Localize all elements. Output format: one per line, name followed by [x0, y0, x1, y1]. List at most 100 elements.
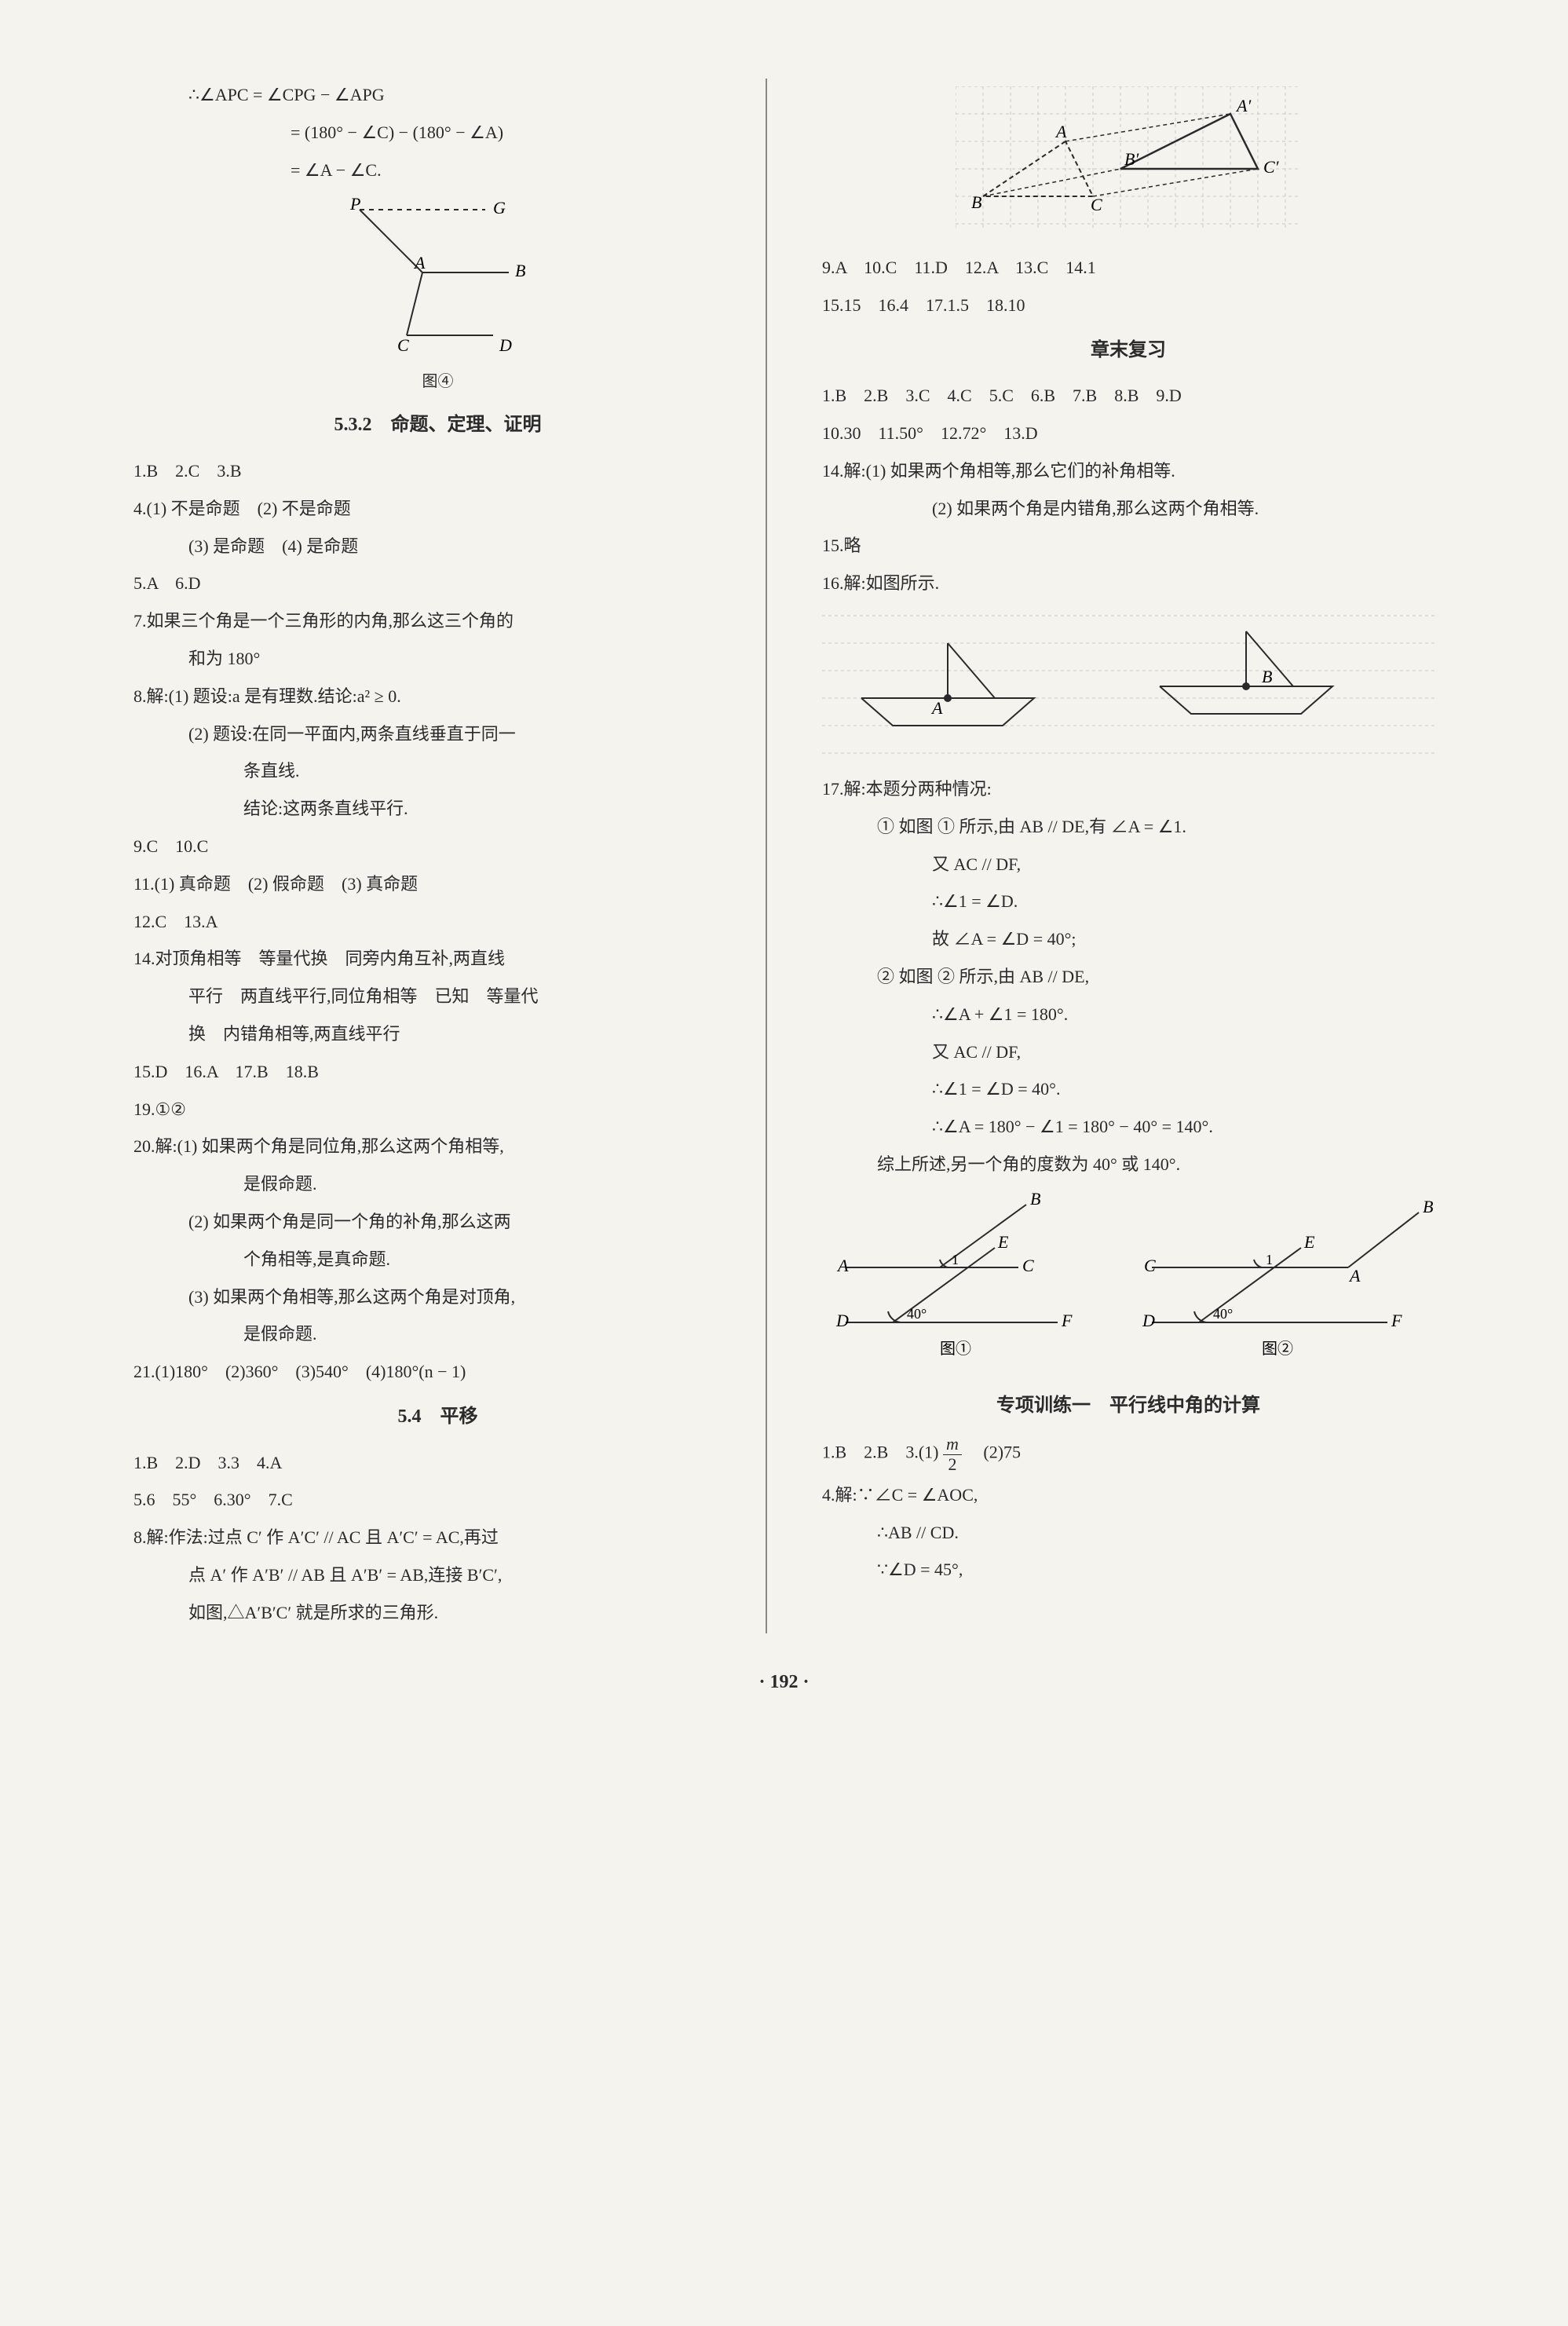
q17: ∴∠A + ∠1 = 180°.	[822, 998, 1435, 1031]
svg-text:A: A	[836, 1256, 849, 1275]
q4s: ∵∠D = 45°,	[822, 1553, 1435, 1586]
eq-line: = ∠A − ∠C.	[133, 154, 742, 187]
svg-text:A: A	[930, 698, 943, 718]
q20: 20.解:(1) 如果两个角是同位角,那么这两个角相等,	[133, 1130, 742, 1163]
two-column-layout: ∴∠APC = ∠CPG − ∠APG = (180° − ∠C) − (180…	[126, 79, 1442, 1633]
svg-text:C′: C′	[1263, 157, 1280, 177]
q17: ∴∠1 = ∠D = 40°.	[822, 1073, 1435, 1106]
svg-text:B: B	[971, 192, 981, 212]
q14r: 14.解:(1) 如果两个角相等,那么它们的补角相等.	[822, 455, 1435, 488]
q15r: 15.略	[822, 529, 1435, 562]
q17: ∴∠A = 180° − ∠1 = 180° − 40° = 140°.	[822, 1110, 1435, 1143]
fig4-caption: 图④	[133, 367, 742, 397]
q17: 又 AC // DF,	[822, 1036, 1435, 1069]
section-special-title: 专项训练一 平行线中角的计算	[822, 1388, 1435, 1424]
q17: 故 ∠A = ∠D = 40°;	[822, 923, 1435, 956]
q7: 7.如果三个角是一个三角形的内角,那么这三个角的	[133, 605, 742, 638]
svg-text:B′: B′	[1124, 149, 1139, 169]
q14: 换 内错角相等,两直线平行	[133, 1018, 742, 1051]
q4-2: (3) 是命题 (4) 是命题	[133, 530, 742, 563]
q8t: 8.解:作法:过点 C′ 作 A′C′ // AC 且 A′C′ = AC,再过	[133, 1521, 742, 1554]
answer-row: 12.C 13.A	[133, 905, 742, 938]
q20: (2) 如果两个角是同一个角的补角,那么这两	[133, 1205, 742, 1238]
section-532-title: 5.3.2 命题、定理、证明	[133, 408, 742, 444]
boat-translation-figure: A B	[822, 608, 1435, 765]
right-column: A B C A′ B′ C′ 9.A 10.C 11.D 12.A 13.C 1…	[799, 79, 1442, 1633]
q20: 是假命题.	[133, 1168, 742, 1201]
q16r: 16.解:如图所示.	[822, 567, 1435, 600]
svg-text:F: F	[1391, 1311, 1402, 1330]
answer-row: 15.D 16.A 17.B 18.B	[133, 1055, 742, 1088]
fraction-m-over-2: m 2	[943, 1435, 962, 1473]
q20: 是假命题.	[133, 1318, 742, 1351]
svg-text:B: B	[1262, 667, 1272, 686]
svg-text:B: B	[1030, 1189, 1040, 1209]
svg-text:A: A	[1348, 1266, 1361, 1286]
eq-line: = (180° − ∠C) − (180° − ∠A)	[133, 116, 742, 149]
q14r: (2) 如果两个角是内错角,那么这两个角相等.	[822, 492, 1435, 525]
q4s: ∴AB // CD.	[822, 1516, 1435, 1549]
svg-text:1: 1	[952, 1252, 959, 1267]
q4-1: 4.(1) 不是命题 (2) 不是命题	[133, 492, 742, 525]
q21: 21.(1)180° (2)360° (3)540° (4)180°(n − 1…	[133, 1355, 742, 1388]
parallel-lines-figure: A C B E D F 40° 1 图① C A B E D F 40	[822, 1189, 1435, 1377]
svg-text:A: A	[1054, 122, 1067, 141]
svg-text:C: C	[397, 335, 409, 355]
q8: 8.解:(1) 题设:a 是有理数.结论:a² ≥ 0.	[133, 680, 742, 713]
answer-row: 5.6 55° 6.30° 7.C	[133, 1483, 742, 1516]
svg-text:C: C	[1022, 1256, 1034, 1275]
svg-text:1: 1	[1266, 1252, 1273, 1267]
answer-row-special: 1.B 2.B 3.(1) m 2 (2)75	[822, 1435, 1435, 1473]
svg-text:A′: A′	[1235, 96, 1252, 115]
svg-text:F: F	[1061, 1311, 1073, 1330]
left-column: ∴∠APC = ∠CPG − ∠APG = (180° − ∠C) − (180…	[126, 79, 767, 1633]
q17: 又 AC // DF,	[822, 848, 1435, 881]
q20: (3) 如果两个角相等,那么这两个角是对顶角,	[133, 1281, 742, 1314]
q8t: 如图,△A′B′C′ 就是所求的三角形.	[133, 1596, 742, 1629]
svg-text:B: B	[1423, 1197, 1433, 1216]
answer-row: 5.A 6.D	[133, 567, 742, 600]
q17: ② 如图 ② 所示,由 AB // DE,	[822, 960, 1435, 993]
section-54-title: 5.4 平移	[133, 1399, 742, 1435]
svg-text:G: G	[493, 198, 506, 218]
q17: ① 如图 ① 所示,由 AB // DE,有 ∠A = ∠1.	[822, 810, 1435, 843]
svg-text:C: C	[1144, 1256, 1156, 1275]
q8: 条直线.	[133, 755, 742, 788]
svg-text:A: A	[413, 253, 426, 272]
q20: 个角相等,是真命题.	[133, 1243, 742, 1276]
svg-text:D: D	[499, 335, 512, 355]
svg-text:40°: 40°	[907, 1306, 927, 1322]
q14: 平行 两直线平行,同位角相等 已知 等量代	[133, 980, 742, 1013]
q7: 和为 180°	[133, 642, 742, 675]
answer-row: 1.B 2.D 3.3 4.A	[133, 1446, 742, 1479]
q8t: 点 A′ 作 A′B′ // AB 且 A′B′ = AB,连接 B′C′,	[133, 1559, 742, 1592]
svg-text:D: D	[1142, 1311, 1155, 1330]
svg-text:图①: 图①	[940, 1340, 971, 1358]
q17: ∴∠1 = ∠D.	[822, 885, 1435, 918]
q14: 14.对顶角相等 等量代换 同旁内角互补,两直线	[133, 942, 742, 975]
svg-text:B: B	[515, 261, 525, 280]
answer-row: 1.B 2.C 3.B	[133, 455, 742, 488]
answer-row: 9.A 10.C 11.D 12.A 13.C 14.1	[822, 251, 1435, 284]
q17: 综上所述,另一个角的度数为 40° 或 140°.	[822, 1148, 1435, 1181]
answer-row: 15.15 16.4 17.1.5 18.10	[822, 289, 1435, 322]
q11: 11.(1) 真命题 (2) 假命题 (3) 真命题	[133, 868, 742, 901]
eq-line: ∴∠APC = ∠CPG − ∠APG	[133, 79, 742, 112]
svg-text:E: E	[997, 1232, 1009, 1252]
q4s: 4.解:∵∠C = ∠AOC,	[822, 1479, 1435, 1512]
sp-part1: 1.B 2.B 3.(1)	[822, 1443, 943, 1462]
svg-text:40°: 40°	[1213, 1306, 1233, 1322]
svg-text:D: D	[835, 1311, 849, 1330]
q19: 19.①②	[133, 1093, 742, 1126]
answer-row: 9.C 10.C	[133, 830, 742, 863]
q8: 结论:这两条直线平行.	[133, 792, 742, 825]
q8: (2) 题设:在同一平面内,两条直线垂直于同一	[133, 718, 742, 751]
sp-part2: (2)75	[966, 1443, 1021, 1462]
page-number: · 192 ·	[126, 1665, 1442, 1701]
grid-triangle-figure: A B C A′ B′ C′	[956, 86, 1301, 243]
svg-text:E: E	[1303, 1232, 1315, 1252]
svg-text:C: C	[1091, 195, 1102, 214]
figure-4: P G A B C D	[328, 194, 548, 359]
section-review-title: 章末复习	[822, 333, 1435, 369]
q17: 17.解:本题分两种情况:	[822, 773, 1435, 806]
